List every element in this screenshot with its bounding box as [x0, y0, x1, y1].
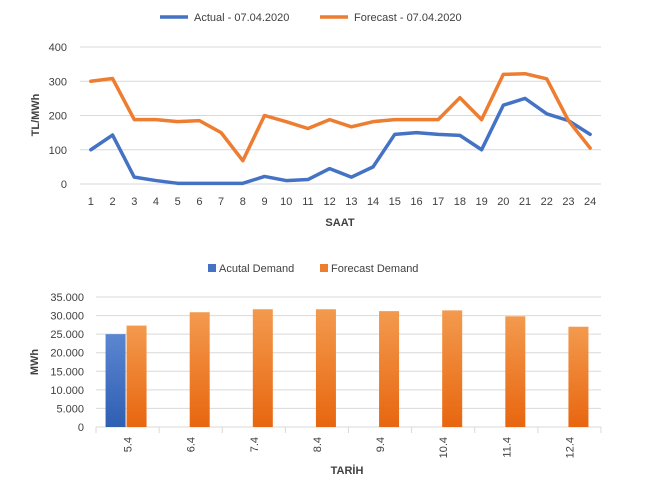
bar-x-tick: 11.4 — [501, 437, 513, 458]
line-x-tick: 15 — [389, 196, 401, 208]
legend-actual-label: Actual - 07.04.2020 — [194, 12, 289, 24]
line-x-tick: 7 — [218, 196, 224, 208]
line-x-tick: 24 — [584, 196, 596, 208]
bar-x-tick: 6.4 — [186, 437, 198, 452]
forecast-demand-bar — [189, 312, 210, 427]
line-x-tick: 12 — [324, 196, 336, 208]
line-x-tick: 21 — [519, 196, 531, 208]
actual-price-line — [89, 96, 592, 186]
bar-series-group — [105, 309, 589, 427]
forecast-demand-bar — [379, 311, 400, 427]
line-x-tick: 18 — [454, 196, 466, 208]
line-x-tick: 3 — [131, 196, 137, 208]
line-x-tick: 13 — [345, 196, 357, 208]
line-gridlines — [80, 46, 601, 185]
bar-y-tick: 15.000 — [50, 366, 84, 378]
forecast-demand-bar — [252, 309, 273, 427]
line-x-tick: 5 — [175, 196, 181, 208]
line-y-tick: 100 — [49, 145, 67, 157]
line-x-tick: 16 — [410, 196, 422, 208]
line-x-tick: 8 — [240, 196, 246, 208]
legend-forecast-demand-swatch — [320, 264, 328, 272]
line-x-tick: 6 — [196, 196, 202, 208]
line-y-tick: 300 — [49, 76, 67, 88]
line-x-axis-title: SAAT — [325, 217, 354, 229]
bar-x-tick: 9.4 — [375, 437, 387, 452]
bar-y-tick-labels: 0 5.000 10.000 15.000 20.000 25.000 30.000 35.0… — [50, 292, 84, 434]
price-line-chart: Actual - 07.04.2020 Forecast - 07.04.202… — [30, 12, 601, 229]
bar-y-tick: 25.000 — [50, 329, 84, 341]
actual-demand-bar — [105, 334, 126, 427]
bar-y-tick: 30.000 — [50, 311, 84, 323]
bar-x-tick: 5.4 — [123, 437, 135, 452]
line-x-tick: 14 — [367, 196, 379, 208]
legend-forecast-label: Forecast - 07.04.2020 — [354, 12, 462, 24]
legend-actual-demand-label: Acutal Demand — [219, 263, 294, 275]
forecast-demand-bar — [568, 326, 589, 427]
forecast-demand-bar — [126, 325, 147, 427]
bar-x-tick: 12.4 — [564, 437, 576, 458]
line-y-axis-title: TL/MWh — [30, 93, 42, 136]
bar-legend: Acutal Demand Forecast Demand — [208, 263, 418, 275]
line-y-tick: 400 — [49, 42, 67, 54]
line-y-tick: 200 — [49, 111, 67, 123]
forecast-price-line — [89, 71, 592, 163]
bar-x-tick: 7.4 — [249, 437, 261, 452]
bar-y-tick: 10.000 — [50, 385, 84, 397]
line-x-tick: 2 — [110, 196, 116, 208]
line-x-tick: 17 — [432, 196, 444, 208]
demand-bar-chart: Acutal Demand Forecast Demand 0 5.000 10.0… — [29, 263, 602, 477]
bar-x-tick: 10.4 — [438, 437, 450, 458]
bar-y-axis-title: MWh — [29, 349, 41, 376]
line-x-tick-labels: 1 2 3 4 5 6 7 8 9 10 11 12 13 14 15 16 17 18 19 20 21 22 23 24 — [88, 196, 596, 208]
line-x-tick: 23 — [562, 196, 574, 208]
forecast-demand-bar — [315, 309, 336, 427]
bar-x-tick: 8.4 — [312, 437, 324, 452]
line-x-tick: 1 — [88, 196, 94, 208]
legend-forecast-demand-label: Forecast Demand — [331, 263, 418, 275]
forecast-demand-bar — [505, 316, 526, 427]
bar-y-tick: 5.000 — [56, 403, 84, 415]
forecast-demand-bar — [442, 310, 463, 427]
line-x-tick: 9 — [261, 196, 267, 208]
line-x-tick: 4 — [153, 196, 159, 208]
line-x-tick: 11 — [302, 196, 313, 208]
line-x-tick: 19 — [475, 196, 487, 208]
line-x-tick: 10 — [280, 196, 292, 208]
line-y-tick: 0 — [61, 179, 67, 191]
line-series-group — [89, 71, 592, 186]
bar-y-tick: 35.000 — [50, 292, 84, 304]
legend-actual-demand-swatch — [208, 264, 216, 272]
bar-x-tick-labels: 5.4 6.4 7.4 8.4 9.4 10.4 11.4 12.4 — [123, 437, 577, 458]
line-x-tick: 20 — [497, 196, 509, 208]
line-legend: Actual - 07.04.2020 Forecast - 07.04.202… — [160, 12, 462, 24]
bar-y-tick: 0 — [78, 422, 84, 434]
bar-x-axis-title: TARİH — [331, 464, 364, 477]
line-x-tick: 22 — [541, 196, 553, 208]
bar-y-tick: 20.000 — [50, 348, 84, 360]
line-y-tick-labels: 0 100 200 300 400 — [49, 42, 67, 191]
